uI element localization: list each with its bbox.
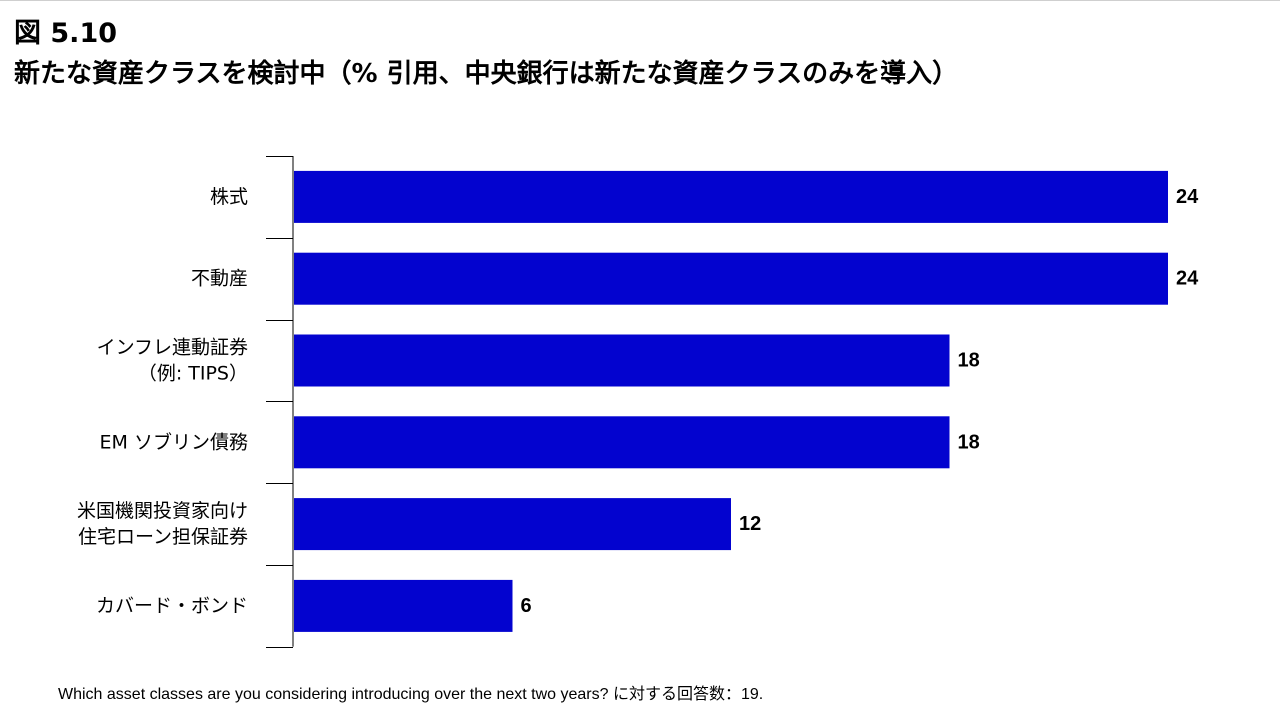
category-label: 不動産 [191,268,248,290]
category-axis [266,156,294,648]
value-label: 12 [739,513,761,535]
bar [294,170,1168,223]
figure-label: 図 5.10 [14,18,118,49]
value-label: 18 [958,431,980,453]
labels: 24 株式 24 不動産 18 インフレ連動証券 （例: TIPS） 18 EM ソブリン債務 1… [77,186,1199,617]
bar [294,416,950,469]
category-label: インフレ連動証券 [97,337,248,359]
top-rule [0,0,1280,1]
bars [294,170,1168,632]
bar [294,252,1168,305]
bar [294,579,513,632]
category-label: 住宅ローン担保証券 [78,526,248,548]
category-label: EM ソブリン債務 [100,430,248,453]
value-label: 24 [1176,186,1199,208]
value-label: 18 [958,350,980,372]
chart-title: 新たな資産クラスを検討中（% 引用、中央銀行は新たな資産クラスのみを導入） [14,59,959,89]
bar [294,498,731,551]
bar [294,334,950,387]
value-label: 24 [1176,268,1199,290]
category-label: 米国機関投資家向け [77,500,248,522]
footnote: Which asset classes are you considering … [58,686,764,703]
category-label: 株式 [210,186,248,208]
category-label: （例: TIPS） [138,363,248,385]
value-label: 6 [521,595,532,617]
category-label: カバード・ボンド [96,595,248,617]
